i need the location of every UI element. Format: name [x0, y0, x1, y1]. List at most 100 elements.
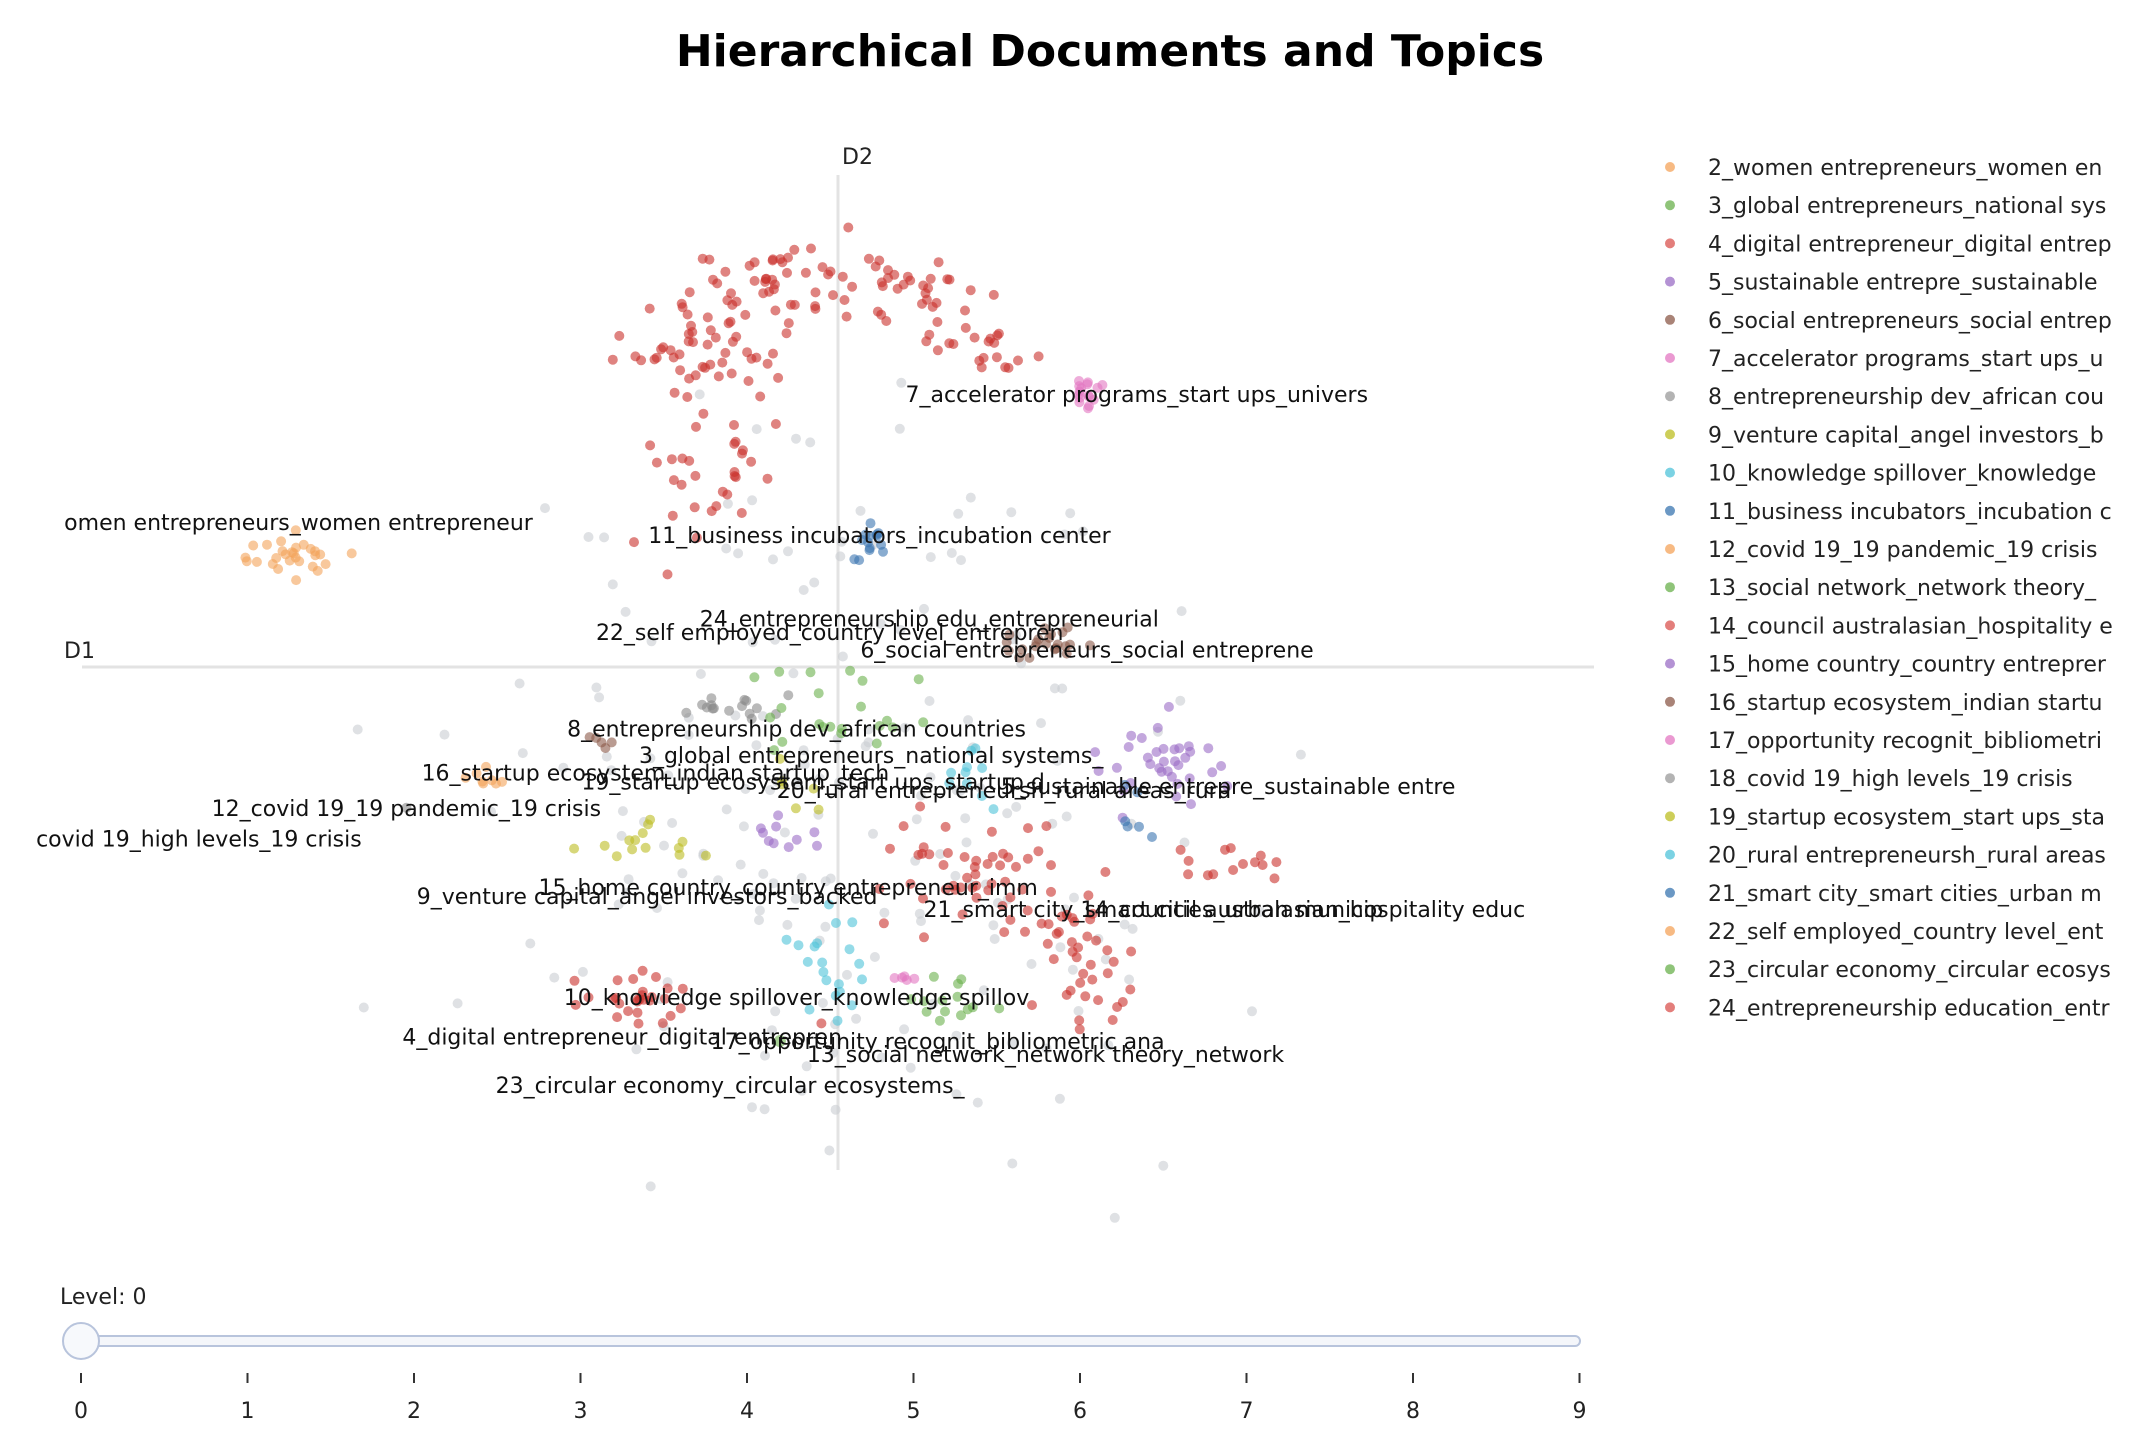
legend-item[interactable]: 3_global entrepreneurs_national sys	[1665, 194, 2106, 219]
document-point	[988, 804, 999, 815]
document-point	[762, 358, 773, 369]
legend-item[interactable]: 17_opportunity recognit_bibliometri	[1665, 729, 2102, 754]
legend-item[interactable]: 23_circular economy_circular ecosys	[1665, 958, 2111, 983]
document-point	[770, 1006, 781, 1017]
legend-item[interactable]: 9_venture capital_angel investors_b	[1665, 423, 2104, 448]
document-point	[804, 1004, 815, 1015]
document-point	[1255, 850, 1266, 861]
document-point	[779, 827, 790, 838]
legend-marker	[1665, 276, 1675, 287]
legend-label: 11_business incubators_incubation c	[1708, 500, 2112, 525]
legend-label: 23_circular economy_circular ecosys	[1708, 958, 2111, 983]
document-point	[837, 651, 848, 662]
legend-label: 4_digital entrepreneur_digital entrep	[1708, 232, 2112, 257]
document-point	[823, 899, 834, 910]
legend-item[interactable]: 7_accelerator programs_start ups_u	[1665, 347, 2103, 372]
document-point	[916, 790, 926, 801]
document-point	[1238, 859, 1248, 869]
legend-item[interactable]: 10_knowledge spillover_knowledge	[1665, 462, 2096, 487]
legend-item[interactable]: 22_self employed_country level_ent	[1665, 920, 2104, 945]
document-point	[708, 703, 719, 714]
document-point	[1075, 977, 1086, 988]
document-point	[1093, 766, 1104, 776]
topic-label: 9_venture capital_angel investors_backed	[417, 885, 878, 910]
legend-item[interactable]: 5_sustainable entrepre_sustainable	[1665, 271, 2098, 296]
document-point	[759, 1104, 770, 1115]
legend-item[interactable]: 15_home country_country entreprer	[1665, 653, 2107, 678]
legend[interactable]: 2_women entrepreneurs_women en 3_global e…	[1665, 156, 2113, 1021]
legend-item[interactable]: 11_business incubators_incubation c	[1665, 500, 2112, 525]
legend-label: 17_opportunity recognit_bibliometri	[1708, 729, 2102, 754]
document-point	[863, 253, 874, 264]
document-point	[452, 998, 463, 1009]
document-point	[845, 665, 856, 676]
legend-item[interactable]: 21_smart city_smart cities_urban m	[1665, 882, 2102, 907]
slider-track[interactable]	[79, 1335, 1581, 1347]
document-point	[805, 437, 816, 448]
legend-item[interactable]: 20_rural entrepreneursh_rural areas	[1665, 844, 2106, 869]
document-point	[987, 851, 998, 862]
legend-label: 10_knowledge spillover_knowledge	[1708, 462, 2096, 487]
document-point	[1123, 742, 1134, 752]
legend-item[interactable]: 4_digital entrepreneur_digital entrep	[1665, 232, 2112, 257]
document-point	[645, 753, 656, 764]
document-point	[781, 934, 792, 945]
legend-item[interactable]: 24_entrepreneurship education_entr	[1665, 996, 2110, 1021]
document-point	[776, 703, 787, 713]
document-point	[763, 836, 774, 846]
document-point	[549, 972, 560, 983]
document-point	[612, 1012, 623, 1023]
document-point	[1031, 637, 1042, 648]
document-point	[683, 336, 694, 347]
slider-handle[interactable]	[62, 1322, 100, 1360]
document-point	[720, 266, 731, 277]
slider-tick-label: 1	[241, 1399, 255, 1424]
legend-label: 16_startup ecosystem_indian startu	[1708, 691, 2103, 716]
legend-item[interactable]: 19_startup ecosystem_start ups_sta	[1665, 805, 2105, 830]
document-point	[921, 1006, 932, 1017]
document-point	[1027, 1000, 1037, 1011]
document-point	[649, 354, 660, 365]
document-point	[882, 715, 892, 726]
document-point	[1093, 995, 1104, 1006]
document-point	[1087, 974, 1098, 985]
legend-item[interactable]: 12_covid 19_19 pandemic_19 crisis	[1665, 538, 2097, 563]
document-point	[697, 253, 708, 264]
document-point	[818, 967, 829, 977]
document-point	[1026, 959, 1037, 969]
document-point	[767, 254, 778, 265]
d1-axis-label: D1	[64, 639, 95, 664]
document-point	[977, 763, 988, 773]
document-point	[872, 530, 883, 541]
document-point	[599, 532, 610, 543]
document-point	[1147, 832, 1157, 842]
document-point	[899, 722, 910, 733]
document-point	[975, 782, 986, 793]
document-point	[623, 874, 634, 885]
document-point	[911, 814, 922, 825]
document-point	[652, 903, 662, 913]
slider-tick-label: 9	[1573, 1399, 1587, 1424]
legend-item[interactable]: 18_covid 19_high levels_19 crisis	[1665, 767, 2073, 792]
document-point	[1065, 508, 1076, 519]
legend-item[interactable]: 6_social entrepreneurs_social entrep	[1665, 309, 2112, 334]
document-point	[824, 1145, 835, 1156]
document-point	[769, 745, 780, 756]
document-point	[1007, 1158, 1018, 1169]
document-point	[584, 732, 595, 743]
legend-label: 3_global entrepreneurs_national sys	[1708, 194, 2106, 219]
slider-tick-label: 3	[574, 1399, 588, 1424]
legend-item[interactable]: 14_council australasian_hospitality e	[1665, 614, 2113, 639]
legend-item[interactable]: 2_women entrepreneurs_women en	[1665, 156, 2102, 181]
legend-item[interactable]: 13_social network_network theory_	[1665, 576, 2097, 601]
document-point	[944, 274, 955, 285]
document-point	[439, 729, 450, 740]
legend-label: 15_home country_country entreprer	[1708, 653, 2107, 678]
document-point	[928, 998, 938, 1009]
legend-item[interactable]: 8_entrepreneurship dev_african cou	[1665, 385, 2104, 410]
document-point	[1103, 1040, 1114, 1051]
topic-labels: 7_accelerator programs_start ups_univers…	[36, 383, 1525, 1099]
document-point	[675, 1003, 686, 1014]
level-slider[interactable]: Level: 0 0 1 2 3 4 5 6 7 8 9	[60, 1285, 1587, 1424]
legend-item[interactable]: 16_startup ecosystem_indian startu	[1665, 691, 2103, 716]
